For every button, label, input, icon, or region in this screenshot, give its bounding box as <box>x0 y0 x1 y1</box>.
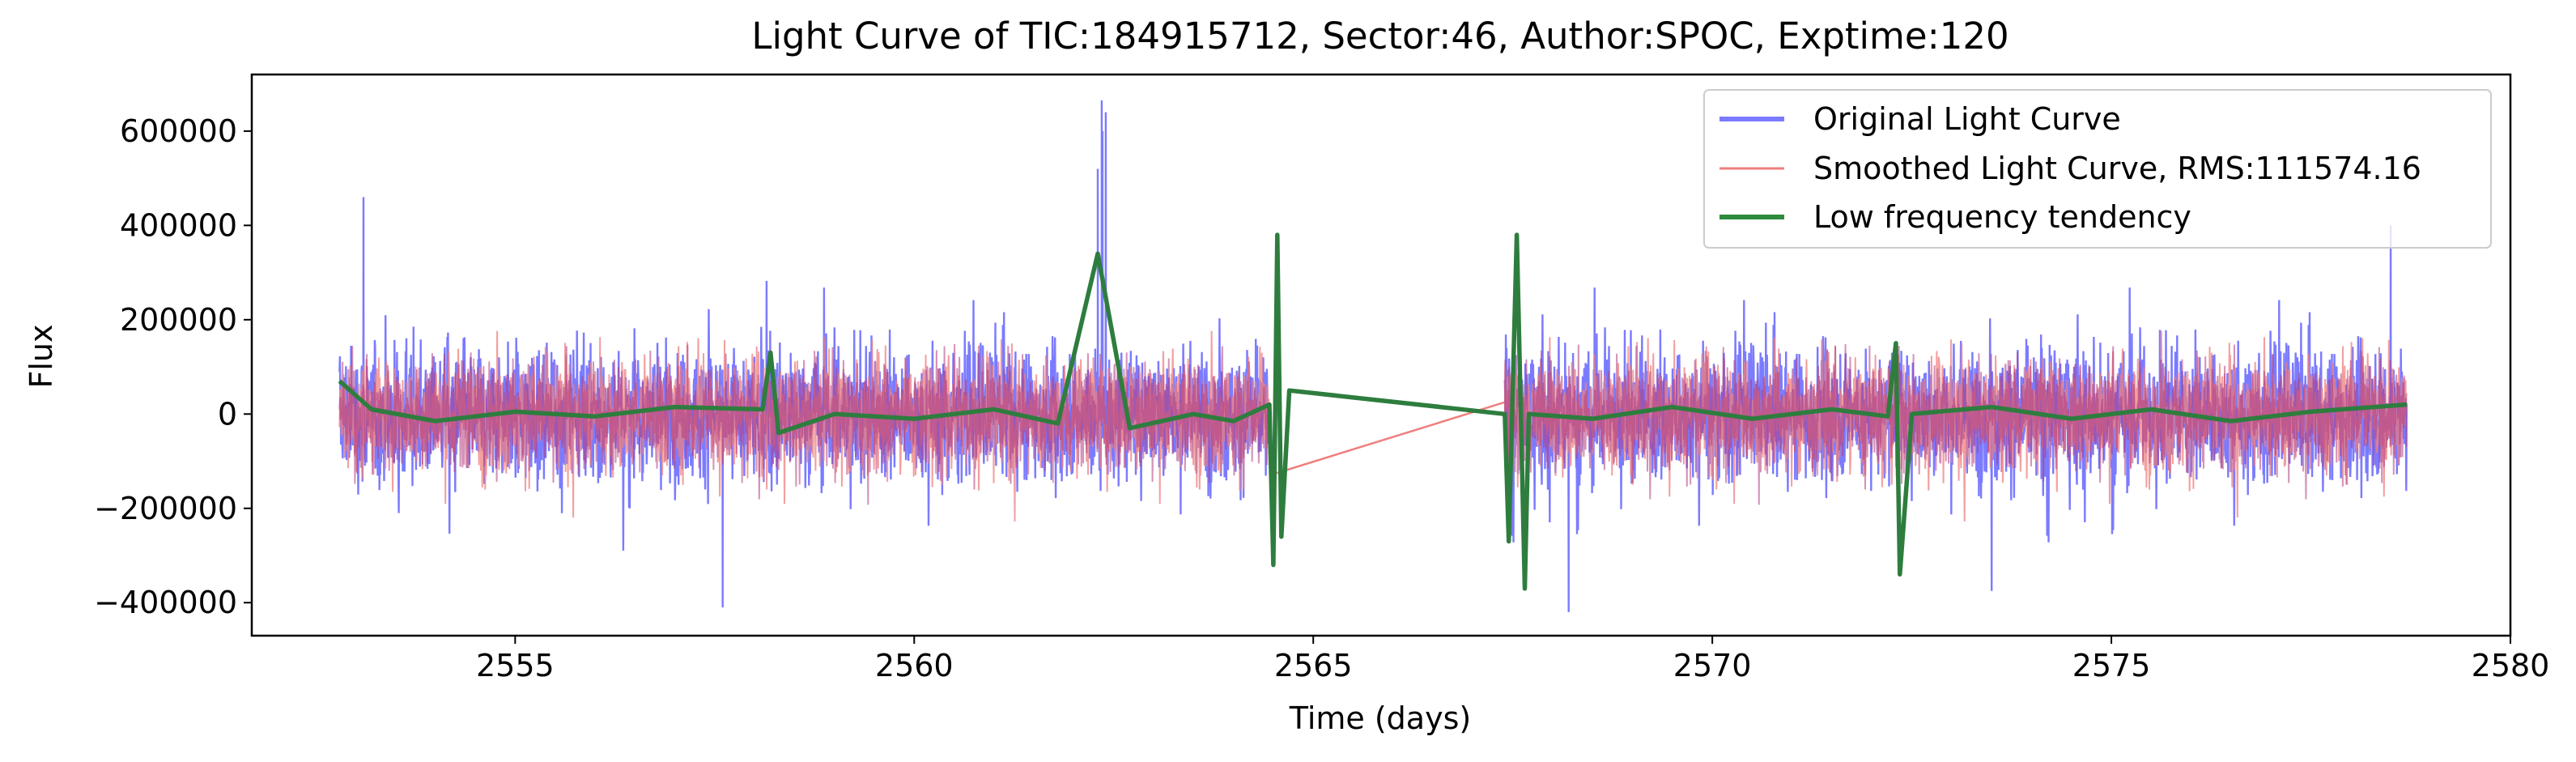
legend: Original Light Curve Smoothed Light Curv… <box>1703 89 2492 249</box>
legend-label-original: Original Light Curve <box>1813 101 2121 137</box>
axis-ticks: 2555 2560 2565 2570 2575 2580 −400000 −200000 0 2… <box>94 113 2549 683</box>
series-smoothed-gap-connector <box>1269 401 1506 477</box>
y-tick-label: 200000 <box>120 302 237 338</box>
chart-title: Light Curve of TIC:184915712, Sector:46,… <box>751 15 2009 57</box>
legend-box <box>1703 89 2492 249</box>
y-tick-label: 600000 <box>120 113 237 149</box>
legend-label-smoothed: Smoothed Light Curve, RMS:111574.16 <box>1813 151 2421 186</box>
x-axis-label: Time (days) <box>1289 700 1471 736</box>
y-axis-label: Flux <box>23 325 59 389</box>
x-tick-label: 2555 <box>476 648 555 683</box>
plot-frame <box>250 73 2512 637</box>
x-tick-label: 2580 <box>2472 648 2550 683</box>
y-tick-label: 400000 <box>120 207 237 243</box>
x-tick-label: 2560 <box>875 648 954 683</box>
x-tick-label: 2565 <box>1274 648 1353 683</box>
y-tick-label: −200000 <box>94 491 237 526</box>
legend-label-trend: Low frequency tendency <box>1813 199 2191 235</box>
x-tick-label: 2575 <box>2072 648 2151 683</box>
y-tick-label: −400000 <box>94 585 237 620</box>
series-trend-line <box>338 232 2408 591</box>
y-tick-label: 0 <box>218 396 237 432</box>
plot-area <box>338 100 2408 612</box>
series-overlap-band <box>338 343 2408 505</box>
x-tick-label: 2570 <box>1673 648 1752 683</box>
